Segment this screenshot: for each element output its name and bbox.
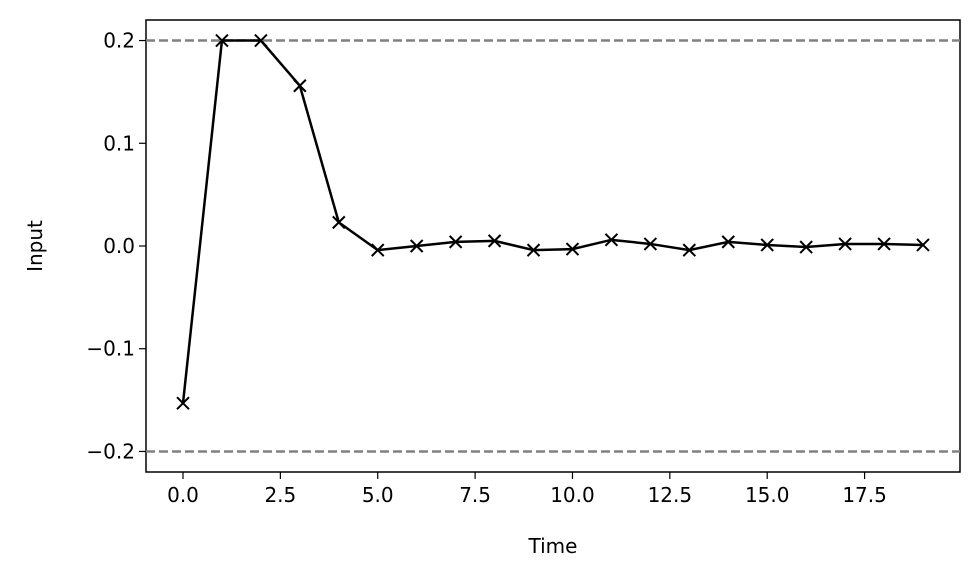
x-tick-label: 7.5: [459, 483, 491, 507]
y-tick-label: 0.0: [103, 234, 135, 258]
data-point: [565, 242, 580, 256]
x-tick-label: 5.0: [362, 483, 394, 507]
x-tick-label: 17.5: [842, 483, 887, 507]
data-point: [643, 237, 658, 251]
data-line: [181, 39, 924, 404]
data-point: [409, 239, 424, 253]
x-axis-label: Time: [528, 534, 578, 558]
data-point: [916, 238, 930, 252]
data-point: [254, 33, 268, 48]
data-point: [604, 233, 619, 247]
y-axis-label: Input: [23, 220, 47, 272]
data-point: [371, 243, 385, 257]
data-point: [176, 396, 190, 410]
x-tick-label: 15.0: [745, 483, 790, 507]
y-tick-label: −0.1: [86, 337, 135, 361]
data-point: [293, 79, 307, 93]
data-point: [332, 215, 346, 230]
data-point: [877, 237, 891, 251]
x-tick-label: 12.5: [648, 483, 693, 507]
y-tick-label: 0.1: [103, 131, 135, 155]
x-tick-label: 2.5: [264, 483, 296, 507]
data-point: [799, 240, 813, 254]
y-tick-label: 0.2: [103, 29, 135, 53]
x-tick-label: 0.0: [167, 483, 199, 507]
data-point: [487, 234, 502, 248]
data-point: [721, 235, 735, 249]
data-point: [448, 235, 463, 249]
data-point: [215, 33, 229, 48]
data-point: [682, 243, 697, 257]
data-point: [760, 238, 774, 252]
data-point: [838, 237, 852, 251]
y-tick-label: −0.2: [86, 439, 135, 463]
data-point: [526, 243, 541, 257]
x-tick-label: 10.0: [550, 483, 595, 507]
plot-frame: [145, 19, 961, 473]
